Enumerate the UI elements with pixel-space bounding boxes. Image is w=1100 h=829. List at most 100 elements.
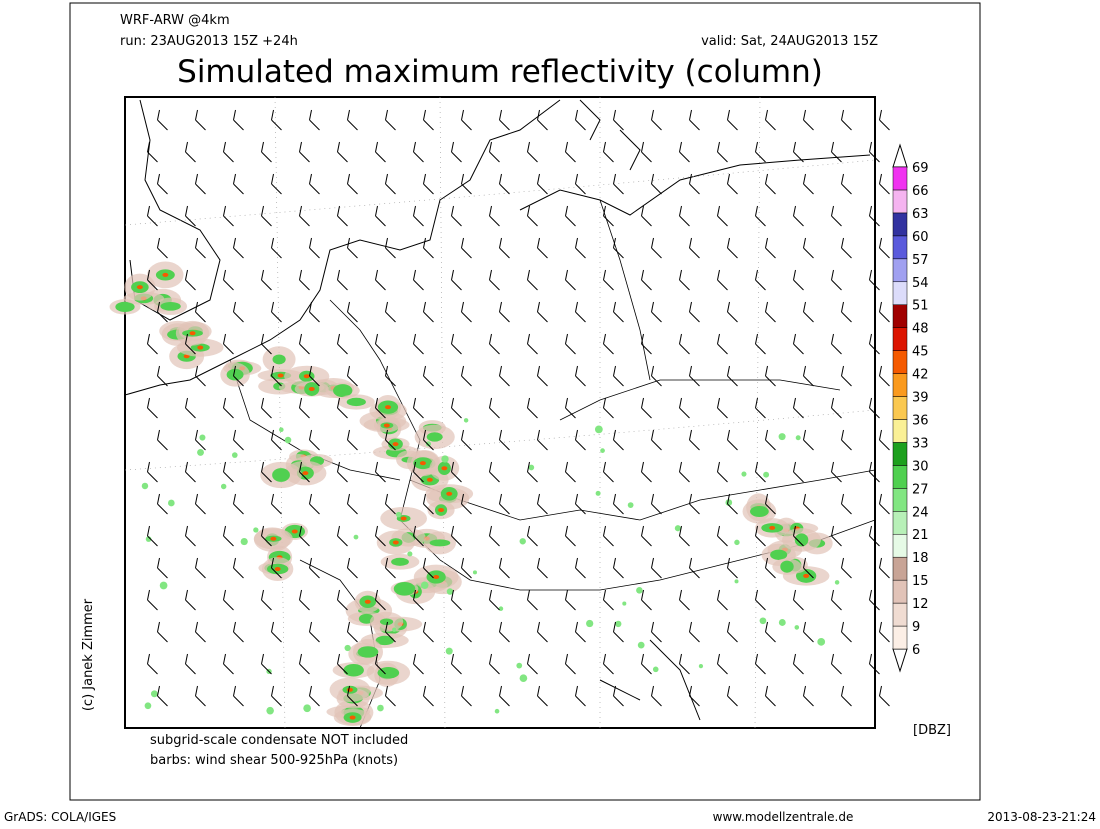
wind-barb [499,493,510,515]
wind-barb [717,141,728,163]
wind-barb [613,493,624,515]
wind-barb [603,461,614,483]
wind-barb [841,621,852,643]
wind-barb [347,685,358,707]
wind-barb [299,589,310,611]
wind-barb [385,429,396,451]
echo [395,511,402,518]
wind-barb [461,109,472,131]
wind-barb [765,237,776,259]
wind-barb [679,141,690,163]
wind-barb [641,461,652,483]
wind-barb [499,685,510,707]
graticule [124,96,876,729]
wind-barb [603,269,614,291]
wind-barb [575,621,586,643]
wind-barb [717,269,728,291]
wind-barb [727,365,738,387]
echo [302,471,309,476]
colorbar-label: 39 [912,391,929,406]
echo [160,302,181,311]
wind-barb [603,525,614,547]
wind-barb [413,653,424,675]
wind-barb [195,493,206,515]
wind-barb [613,557,624,579]
colorbar-label: 48 [912,322,929,337]
wind-barb [603,333,614,355]
wind-barb [309,173,320,195]
echo [627,502,634,508]
wind-barb [413,141,424,163]
wind-barb [195,365,206,387]
wind-barb [299,333,310,355]
colorbar-label: 6 [912,643,920,658]
coastlines [124,99,871,721]
wind-barb [299,269,310,291]
wind-barb [423,237,434,259]
wind-barbs [147,109,890,707]
echo [636,587,643,594]
footer-left: GrADS: COLA/IGES [4,810,116,824]
wind-barb [803,109,814,131]
echo [392,627,397,632]
wind-barb [831,397,842,419]
wind-barb [451,397,462,419]
wind-barb [375,269,386,291]
wind-barb [831,525,842,547]
wind-barb [841,685,852,707]
wind-barb [489,525,500,547]
wind-barb [793,589,804,611]
wind-barb [157,109,168,131]
wind-barb [347,621,358,643]
colorbar-label: 42 [912,368,929,383]
echo [519,674,528,683]
echo [253,527,259,533]
echo [750,505,769,518]
echo [425,441,432,447]
wind-barb [641,397,652,419]
wind-barb [261,525,272,547]
wind-barb [461,301,472,323]
wind-barb [869,653,880,675]
wind-barb [261,461,272,483]
wind-barb [223,269,234,291]
wind-barb [841,237,852,259]
wind-barb [309,237,320,259]
map-frame [124,96,876,729]
echo [115,301,135,312]
wind-barb [613,173,624,195]
wind-barb [689,237,700,259]
colorbar-label: 60 [912,230,929,245]
color-box [892,533,908,558]
wind-barb [185,397,196,419]
echo [419,461,426,466]
wind-barb [271,301,282,323]
echo [308,387,315,392]
wind-barb [461,493,472,515]
color-box [892,189,908,214]
wind-barb [147,653,158,675]
footer-right: 2013-08-23-21:24 [987,810,1096,824]
colorbar-label: 69 [912,161,929,176]
wind-barb [489,461,500,483]
color-box [892,373,908,397]
wind-barb [309,621,320,643]
echo [270,536,277,541]
wind-barb [841,301,852,323]
wind-barb [727,493,738,515]
wind-barb [575,237,586,259]
wind-barb [613,109,624,131]
wind-barb [337,333,348,355]
wind-barb [299,653,310,675]
wind-barb [879,109,890,131]
wind-barb [157,365,168,387]
wind-barb [755,589,766,611]
colorbar: 6912151821242730333639424548515457606366… [892,143,929,673]
wind-barb [755,269,766,291]
wind-barb [565,589,576,611]
wind-barb [537,493,548,515]
wind-barb [717,333,728,355]
wind-barb [157,429,168,451]
wind-barb [223,397,234,419]
wind-barb [831,269,842,291]
